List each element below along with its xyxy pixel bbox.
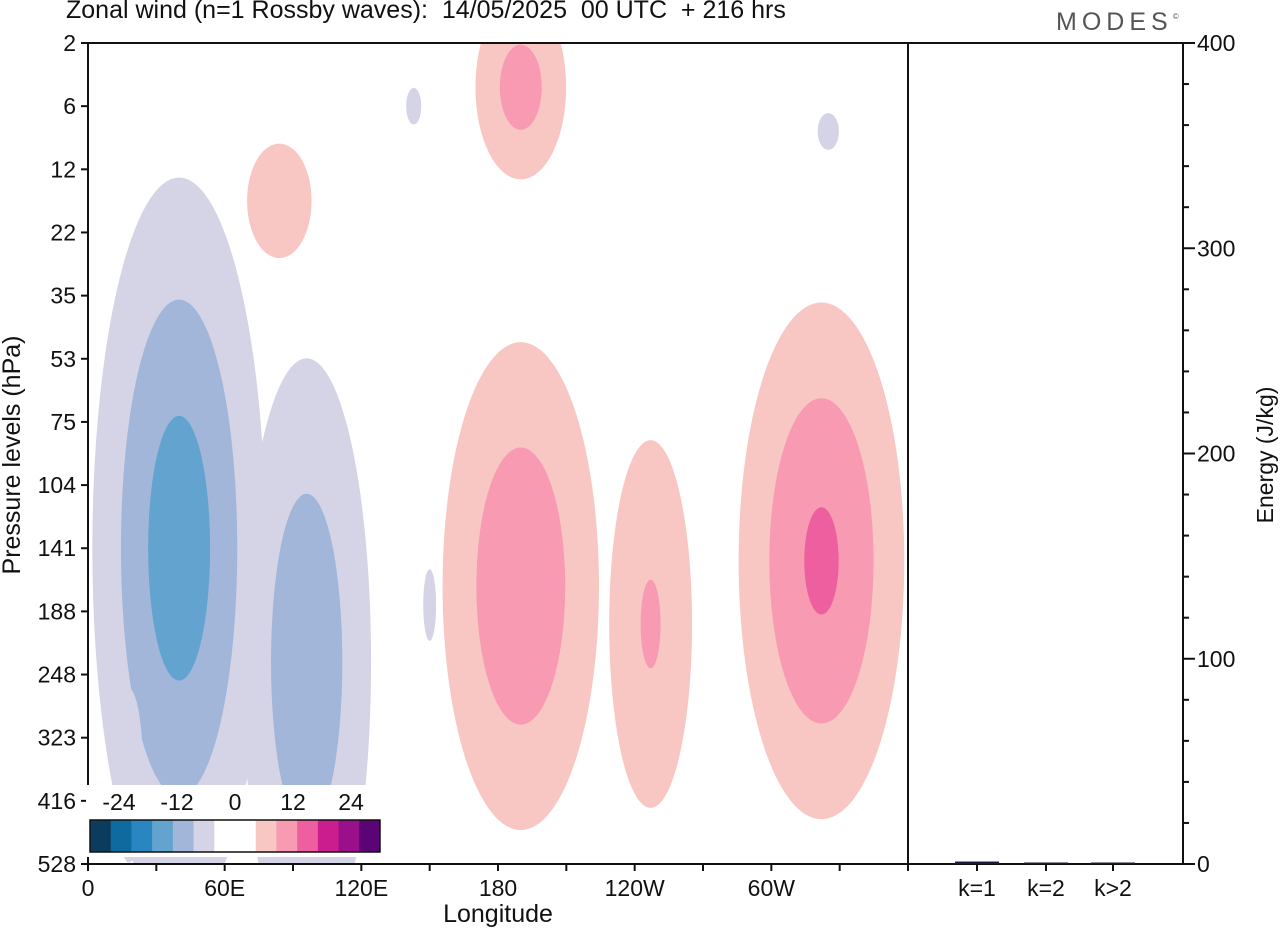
zonal-wind-field [92,43,905,906]
contour-shell [423,569,437,641]
colorbar-swatch [359,820,381,852]
colorbar-swatch [172,820,195,852]
negative-anomaly-0 [92,177,266,864]
contour-shell [804,507,839,615]
contour-shell [476,447,566,725]
contour-shell [247,143,312,259]
colorbar-swatch [110,820,132,852]
pressure-tick-label: 104 [38,472,77,498]
colorbar-swatch [317,820,340,852]
colorbar-tick-label: 24 [338,789,364,815]
colorbar: -24 -12 0 12 24 [86,785,384,857]
colorbar-tick-label: -24 [102,789,135,815]
energy-bar-k=2 [1024,862,1068,864]
energy-tick-label: 400 [1197,30,1235,56]
negative-anomaly-5 [406,87,422,125]
modes-logo: MODES© [1056,8,1179,36]
colorbar-tick-label: 12 [280,789,306,815]
pressure-tick-label: 416 [38,788,76,814]
contour-shell [499,44,542,130]
y-axis-label: Pressure levels (hPa) [0,336,26,575]
longitude-tick-label: 180 [479,875,517,901]
positive-anomaly-11 [609,440,693,808]
energy-panel: 0 100 200 300 400 k=1 k=2 k>2 [907,30,1235,901]
colorbar-tick-label: -12 [160,789,193,815]
energy-category-label: k=1 [958,875,996,901]
pressure-tick-label: 188 [38,598,76,624]
pressure-tick-label: 528 [38,851,76,877]
colorbar-swatch [90,820,112,852]
pressure-tick-label: 35 [50,283,76,309]
energy-tick-label: 200 [1197,441,1235,467]
energy-category-label: k>2 [1094,875,1132,901]
colorbar-swatch [235,820,257,852]
pressure-tick-label: 12 [50,156,76,182]
contour-shell [148,415,211,681]
negative-anomaly-6 [817,112,839,150]
pressure-tick-label: 141 [38,535,76,561]
longitude-tick-label: 0 [82,875,95,901]
colorbar-swatch [193,820,215,852]
colorbar-swatch [255,820,277,852]
energy-tick-label: 300 [1197,235,1235,261]
pressure-tick-label: 2 [63,30,76,56]
energy-tick-label: 100 [1197,646,1235,672]
colorbar-tick-label: 0 [229,789,242,815]
negative-anomaly-4 [105,471,108,474]
longitude-tick-label: 60E [204,875,245,901]
colorbar-frame [89,819,381,853]
positive-anomaly-10 [442,342,599,831]
energy-category-label: k=2 [1027,875,1065,901]
colorbar-swatch [152,820,174,852]
positive-anomaly-12 [738,302,905,820]
pressure-axis: 2 6 12 22 35 53 75 104 141 188 248 323 416 528 [38,30,88,877]
pressure-tick-label: 53 [50,346,76,372]
pressure-tick-label: 6 [63,93,76,119]
negative-anomaly-3 [423,569,437,641]
colorbar-swatch [338,820,360,852]
contour-shell [270,493,343,831]
contour-shell [105,471,108,474]
pressure-tick-label: 248 [38,662,76,688]
colorbar-swatch [131,820,153,852]
positive-anomaly-9 [475,43,567,180]
positive-anomaly-8 [247,143,312,259]
contour-shell [817,112,839,150]
contour-shell [406,87,422,125]
longitude-tick-label: 120E [334,875,388,901]
colorbar-swatch [297,820,319,852]
energy-axis-label: Energy (J/kg) [1252,387,1278,524]
x-axis-label: Longitude [443,900,553,928]
contour-shell [313,897,319,906]
chart-title: Zonal wind (n=1 Rossby waves): 14/05/202… [66,0,786,24]
pressure-tick-label: 323 [38,725,76,751]
longitude-tick-label: 120W [605,875,665,901]
colorbar-swatch [214,820,236,852]
positive-anomaly-13 [313,897,319,906]
longitude-axis: 0 60E 120E 180 120W 60W [82,864,909,901]
longitude-tick-label: 60W [748,875,796,901]
energy-bar-k=1 [955,861,999,864]
energy-tick-label: 0 [1197,851,1210,877]
pressure-tick-label: 22 [50,219,76,245]
pressure-tick-label: 75 [50,409,76,435]
contour-shell [640,579,661,669]
colorbar-swatch [276,820,298,852]
energy-bar-k>2 [1091,862,1135,864]
negative-anomaly-1 [242,358,372,864]
